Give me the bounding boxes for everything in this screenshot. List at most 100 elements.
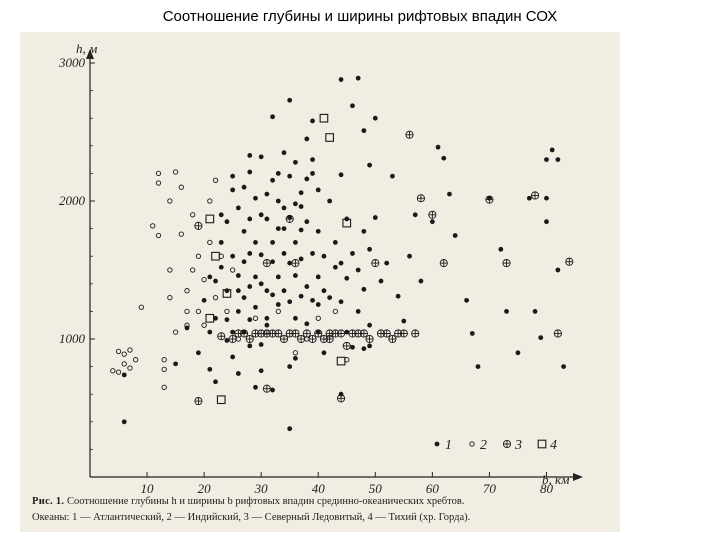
marker-dot: [355, 267, 361, 273]
figure-caption-line-2: Океаны: 1 — Атлантический, 2 — Индийский…: [32, 512, 471, 523]
data-point-series-2: [212, 177, 219, 183]
marker-dot: [241, 228, 247, 234]
marker-dot: [247, 169, 253, 175]
data-point-series-1: [287, 426, 293, 432]
marker-dot: [310, 171, 315, 176]
marker-dot: [407, 253, 412, 259]
marker-dot: [235, 371, 241, 376]
marker-ring: [132, 357, 139, 363]
marker-dot: [338, 77, 344, 82]
marker-dot: [367, 322, 372, 328]
marker-dot: [361, 286, 367, 292]
marker-dot: [235, 205, 241, 211]
data-point-series-1: [287, 97, 293, 103]
data-point-series-1: [264, 322, 270, 328]
marker-dot: [287, 97, 293, 103]
marker-box: [336, 356, 346, 366]
data-point-series-4: [205, 313, 215, 323]
marker-ring: [178, 231, 184, 237]
data-point-series-1: [230, 187, 236, 193]
figure-caption-text: Соотношение глубины h и ширины b рифтовы…: [66, 496, 465, 507]
data-point-series-2: [184, 288, 190, 294]
data-point-series-3: [245, 334, 254, 344]
data-point-series-1: [384, 260, 390, 266]
data-point-series-1: [298, 256, 304, 262]
data-point-series-1: [372, 115, 378, 121]
data-point-series-1: [270, 114, 275, 120]
data-point-series-3: [382, 329, 391, 338]
data-point-series-1: [253, 240, 258, 245]
marker-box: [216, 395, 226, 405]
data-point-series-1: [338, 299, 344, 305]
marker-dot: [338, 299, 344, 305]
data-point-series-1: [498, 246, 504, 252]
data-point-series-1: [310, 118, 315, 124]
marker-dot: [121, 372, 127, 378]
marker-ring: [161, 384, 167, 390]
marker-dot: [293, 240, 298, 245]
data-point-series-2: [127, 347, 133, 353]
data-point-series-2: [167, 198, 173, 204]
data-point-series-2: [178, 231, 184, 237]
marker-ring: [110, 368, 116, 374]
data-point-series-1: [327, 295, 333, 300]
marker-ring: [127, 347, 133, 353]
marker-dot: [224, 219, 230, 225]
data-point-series-4: [336, 356, 346, 366]
data-point-series-1: [213, 315, 218, 321]
data-point-series-1: [338, 391, 344, 397]
data-point-series-1: [310, 297, 315, 303]
marker-dot: [321, 253, 327, 259]
data-point-series-1: [287, 299, 293, 305]
data-point-series-3: [314, 329, 323, 338]
data-point-series-1: [332, 240, 338, 245]
marker-ring: [190, 267, 196, 273]
data-point-series-1: [253, 304, 258, 310]
marker-dot: [196, 350, 201, 356]
data-point-series-2: [190, 267, 196, 273]
data-point-series-2: [121, 351, 127, 357]
marker-dot: [207, 329, 213, 335]
data-point-series-1: [224, 219, 230, 225]
marker-box: [325, 133, 334, 142]
marker-dot: [218, 264, 224, 270]
data-point-series-3: [240, 329, 249, 338]
marker-dot: [287, 260, 293, 266]
data-point-series-3: [531, 191, 540, 200]
marker-ring: [155, 180, 162, 186]
data-point-series-1: [281, 288, 287, 294]
y-axis-arrow: [86, 49, 94, 59]
marker-dot: [361, 346, 367, 352]
marker-dot: [361, 228, 367, 234]
marker-dot: [270, 240, 275, 245]
data-point-series-1: [367, 343, 372, 349]
marker-dot: [321, 288, 327, 294]
marker-ring: [190, 212, 196, 218]
data-point-series-1: [378, 278, 384, 284]
data-point-series-3: [279, 334, 289, 344]
marker-dot: [475, 364, 481, 369]
data-point-series-1: [298, 204, 304, 209]
marker-dot: [258, 154, 264, 160]
data-point-series-1: [293, 273, 298, 278]
marker-dot: [315, 274, 321, 280]
data-point-series-1: [338, 172, 344, 178]
x-tick-label: 30: [254, 481, 269, 496]
series-4: [205, 113, 352, 405]
data-point-series-1: [293, 240, 298, 245]
data-point-series-1: [452, 233, 458, 238]
data-point-series-1: [213, 379, 218, 385]
x-tick-label: 50: [369, 481, 383, 496]
data-point-series-1: [253, 195, 258, 201]
data-point-series-1: [281, 251, 287, 256]
marker-box: [205, 214, 215, 224]
data-point-series-1: [441, 155, 447, 161]
data-point-series-1: [355, 267, 361, 273]
marker-dot: [253, 240, 258, 245]
marker-dot: [247, 216, 253, 222]
marker-dot: [270, 387, 275, 393]
data-point-series-3: [388, 334, 397, 344]
legend-label: 4: [550, 438, 557, 453]
data-point-series-1: [258, 212, 264, 218]
marker-ring: [212, 177, 219, 183]
